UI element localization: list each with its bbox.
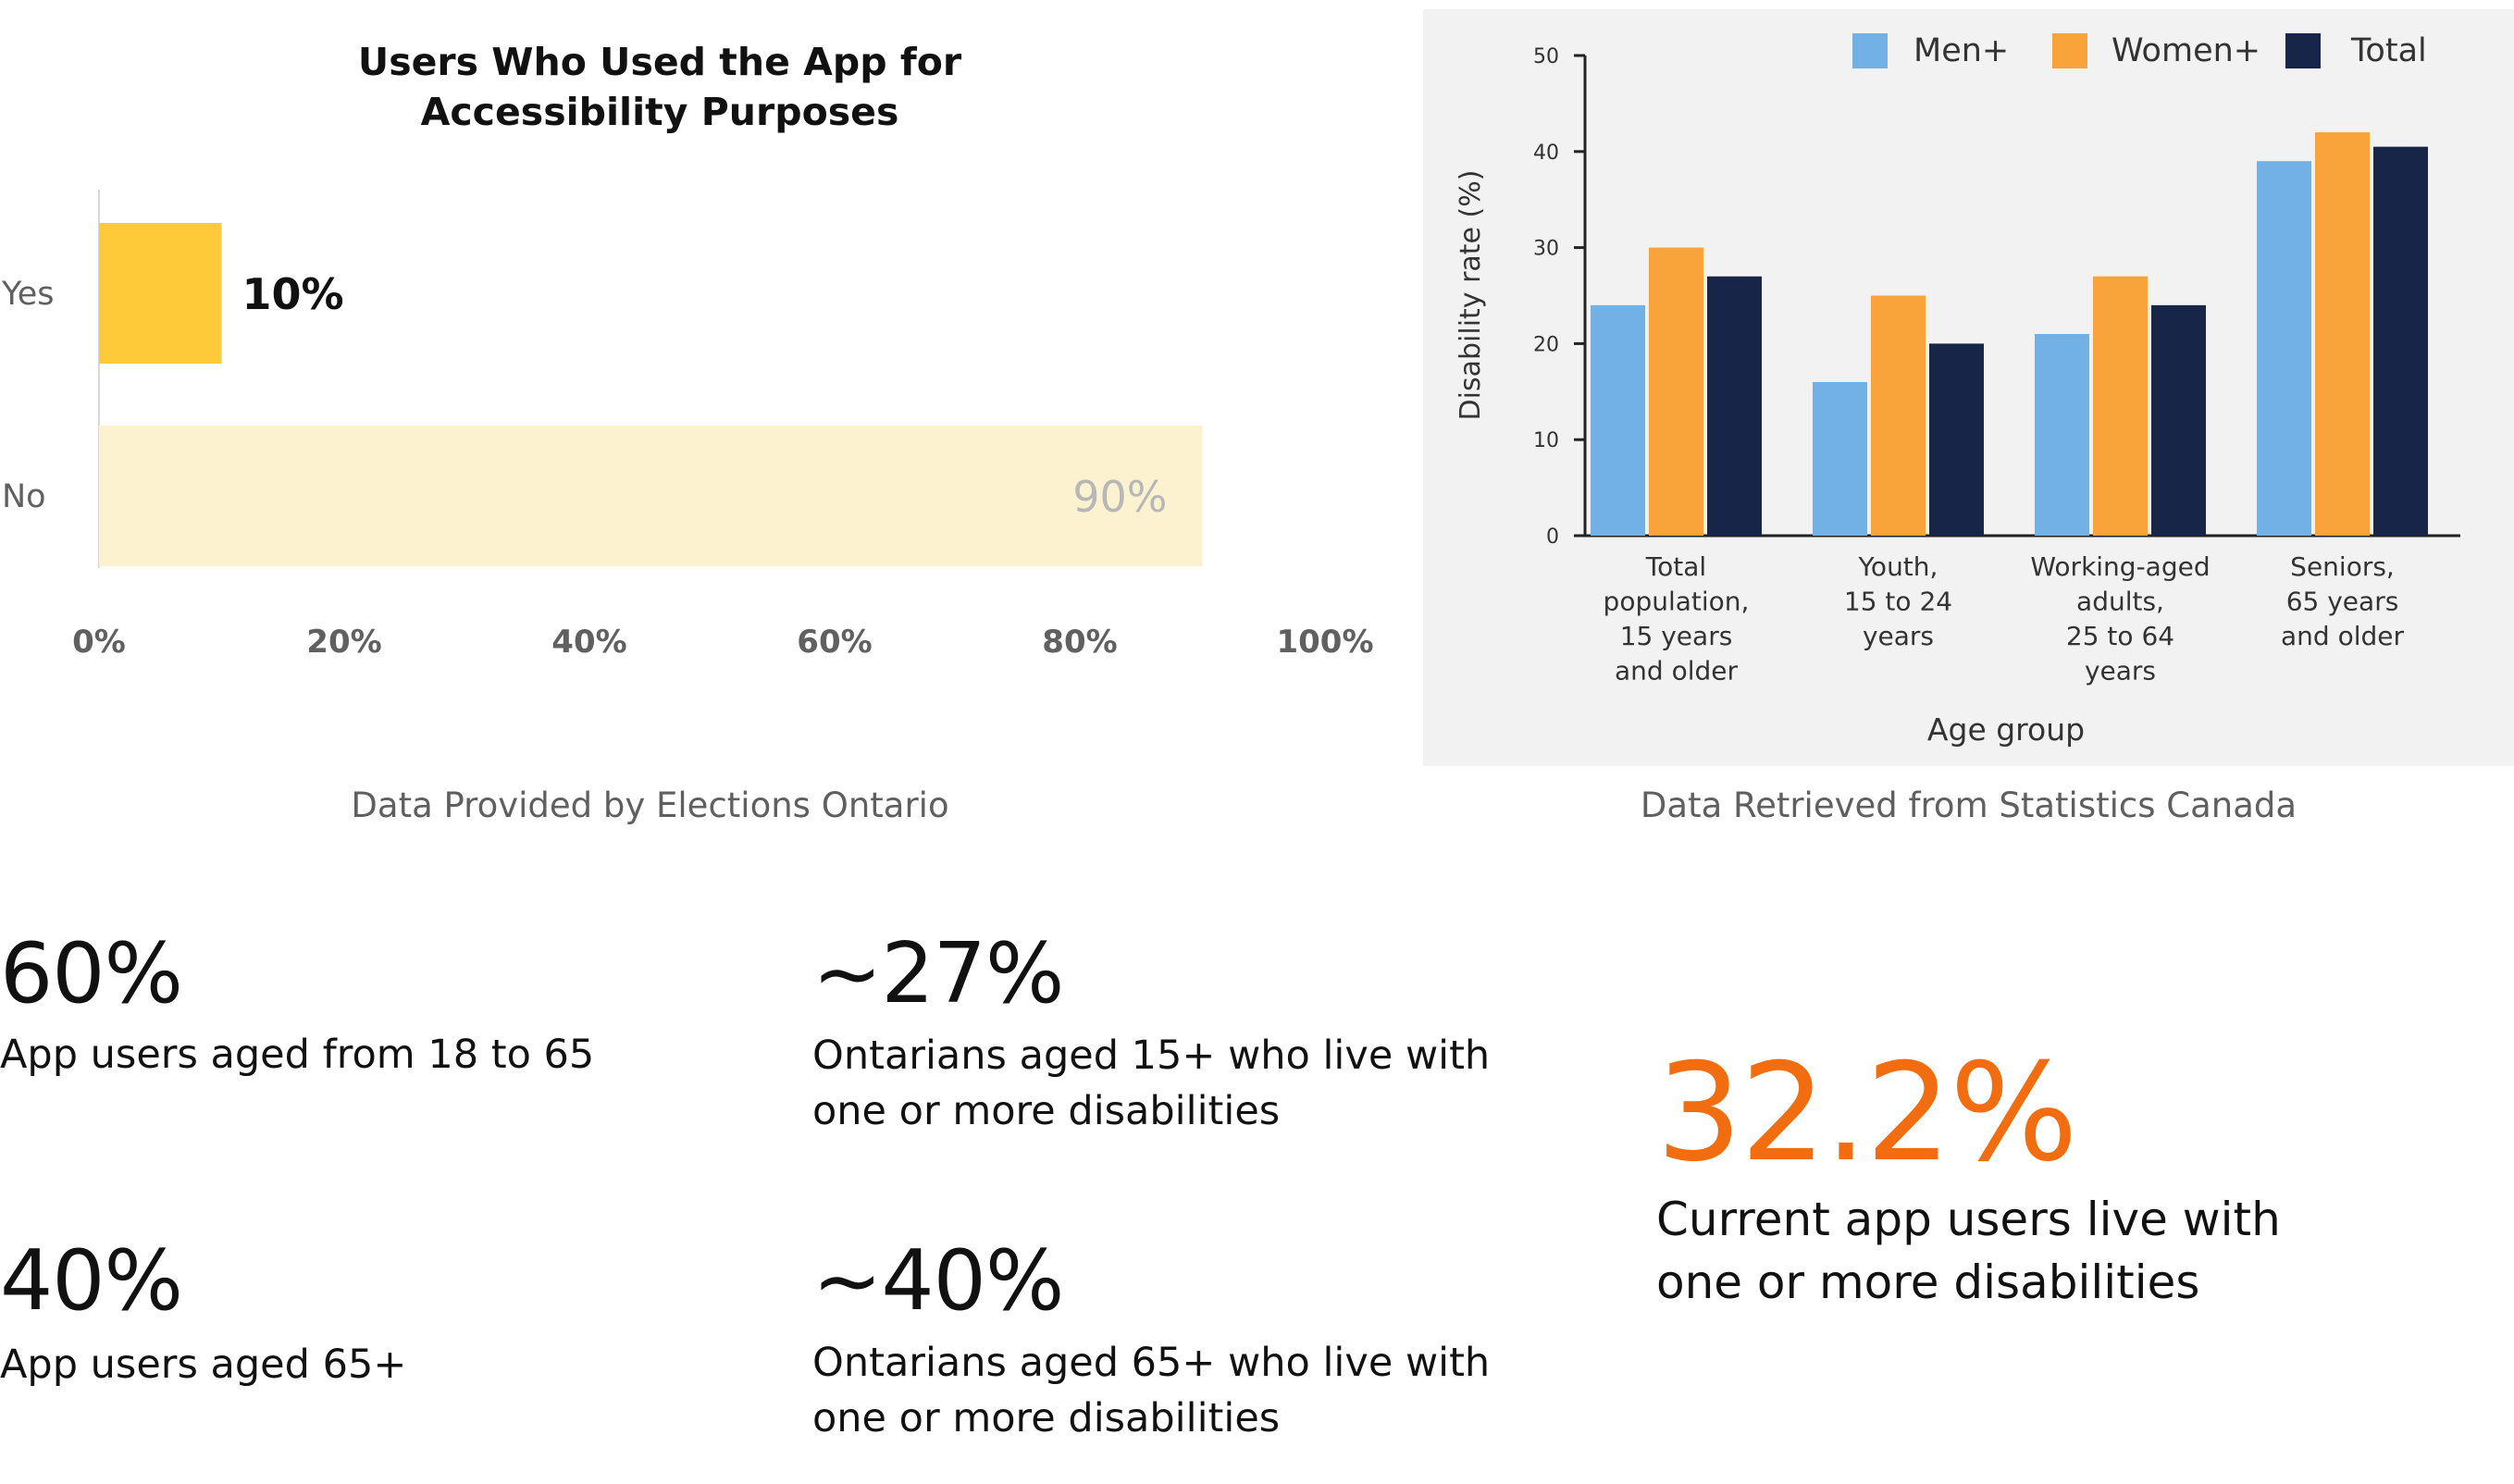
chart1-bar-yes bbox=[99, 223, 222, 364]
right-chart-caption: Data Retrieved from Statistics Canada bbox=[1640, 785, 2297, 825]
chart2-bar-men-group-2 bbox=[1813, 381, 1867, 536]
current-users-disability-label-line-2: one or more disabilities bbox=[1656, 1255, 2200, 1309]
chart2-bar-total-group-3 bbox=[2151, 304, 2206, 536]
stat-ontarians-15-label: Ontarians aged 15+ who live with one or … bbox=[812, 1028, 1490, 1139]
chart2-bar-men-group-4 bbox=[2257, 161, 2311, 536]
chart2-legend-swatch-women bbox=[2052, 33, 2087, 68]
chart2-bar-total-group-2 bbox=[1929, 343, 1984, 536]
chart2-legend-label-women: Women+ bbox=[2112, 32, 2260, 69]
chart2-category-label-line: Working-aged bbox=[2030, 551, 2210, 582]
current-users-disability-label-line-1: Current app users live with bbox=[1656, 1193, 2281, 1246]
disability-rate-chart: 0 10 20 30 40 50 Disability rate (%) Total popul… bbox=[1423, 9, 2514, 766]
chart2-category-label-line: 25 to 64 bbox=[2066, 621, 2174, 651]
chart2-bar-women-group-2 bbox=[1871, 295, 1926, 536]
chart1-x-tick-label: 60% bbox=[797, 624, 872, 661]
chart2-category-label-line: Youth, bbox=[1858, 551, 1938, 582]
stat-ontarians-15-label-line-2: one or more disabilities bbox=[812, 1088, 1281, 1135]
chart1-title-line-2: Accessibility Purposes bbox=[421, 90, 899, 134]
chart1-value-label-no: 90% bbox=[1072, 472, 1167, 522]
chart1-x-tick-label: 80% bbox=[1042, 624, 1117, 661]
chart2-bar-men-group-3 bbox=[2035, 334, 2089, 536]
chart1-title-line-1: Users Who Used the App for bbox=[358, 40, 962, 84]
chart1-category-label-no: No bbox=[2, 478, 46, 515]
chart2-category-label-line: and older bbox=[2281, 621, 2404, 651]
stat-ontarians-65-label: Ontarians aged 65+ who live with one or … bbox=[812, 1335, 1490, 1446]
stat-ontarians-65-label-line-2: one or more disabilities bbox=[812, 1395, 1281, 1442]
disability-rate-svg: 0 10 20 30 40 50 Disability rate (%) Total popul… bbox=[1455, 32, 2460, 748]
chart2-category-label-line: 15 to 24 bbox=[1844, 587, 1952, 617]
chart1-x-tick-label: 20% bbox=[306, 624, 381, 661]
stat-users-65-value: 40% bbox=[0, 1232, 183, 1329]
accessibility-usage-svg: Users Who Used the App for Accessibility … bbox=[1, 40, 1374, 661]
stat-ontarians-65-label-line-1: Ontarians aged 65+ who live with bbox=[812, 1340, 1491, 1386]
chart2-y-tick-label: 50 bbox=[1533, 45, 1559, 68]
chart2-bar-total-group-4 bbox=[2373, 146, 2428, 537]
chart2-bar-women-group-4 bbox=[2315, 132, 2370, 537]
chart2-legend-label-total: Total bbox=[2350, 32, 2427, 69]
chart1-x-tick-label: 100% bbox=[1276, 624, 1373, 661]
chart2-category-label-line: 15 years bbox=[1620, 621, 1733, 651]
chart2-category-label-line: population, bbox=[1604, 587, 1750, 617]
chart2-category-label-line: adults, bbox=[2076, 587, 2164, 617]
chart2-legend-label-men: Men+ bbox=[1913, 32, 2009, 69]
stat-ontarians-65-value: ~40% bbox=[812, 1232, 1064, 1329]
stat-ontarians-15-label-line-1: Ontarians aged 15+ who live with bbox=[812, 1033, 1491, 1079]
chart2-legend-swatch-men bbox=[1852, 33, 1888, 68]
chart1-value-label-yes: 10% bbox=[242, 269, 344, 319]
chart2-category-label-line: years bbox=[2085, 656, 2156, 686]
accessibility-usage-chart: Users Who Used the App for Accessibility … bbox=[0, 0, 1388, 759]
chart2-bar-women-group-1 bbox=[1649, 247, 1703, 536]
chart2-category-label-line: years bbox=[1863, 621, 1934, 651]
chart2-y-tick-label: 30 bbox=[1533, 238, 1559, 261]
chart2-y-axis-label: Disability rate (%) bbox=[1455, 170, 1487, 421]
chart2-x-axis-label: Age group bbox=[1927, 711, 2085, 748]
chart2-category-label-line: Seniors, bbox=[2290, 551, 2395, 582]
stat-users-18-65-value: 60% bbox=[0, 925, 183, 1022]
chart2-y-tick-label: 10 bbox=[1533, 429, 1559, 452]
stat-users-18-65-label: App users aged from 18 to 65 bbox=[0, 1032, 595, 1078]
chart2-legend-swatch-total bbox=[2285, 33, 2321, 68]
chart2-y-tick-label: 40 bbox=[1533, 142, 1559, 165]
chart2-category-label-line: and older bbox=[1615, 656, 1738, 686]
stat-users-65-label: App users aged 65+ bbox=[0, 1342, 407, 1388]
current-users-disability-value: 32.2% bbox=[1656, 1034, 2078, 1192]
left-chart-caption: Data Provided by Elections Ontario bbox=[351, 785, 949, 825]
chart2-bar-men-group-1 bbox=[1591, 304, 1645, 536]
chart1-bar-no bbox=[99, 426, 1203, 566]
chart2-y-tick-label: 0 bbox=[1546, 526, 1559, 549]
chart2-category-label-line: 65 years bbox=[2286, 587, 2399, 617]
chart1-category-label-yes: Yes bbox=[1, 276, 55, 313]
chart1-x-tick-label: 40% bbox=[551, 624, 626, 661]
chart2-category-label-line: Total bbox=[1645, 551, 1706, 582]
current-users-disability-label: Current app users live with one or more … bbox=[1656, 1189, 2281, 1314]
chart2-y-tick-label: 20 bbox=[1533, 333, 1559, 356]
chart2-bar-total-group-1 bbox=[1707, 276, 1762, 536]
chart2-bar-women-group-3 bbox=[2093, 276, 2148, 536]
chart1-x-tick-label: 0% bbox=[72, 624, 126, 661]
stat-ontarians-15-value: ~27% bbox=[812, 925, 1064, 1022]
